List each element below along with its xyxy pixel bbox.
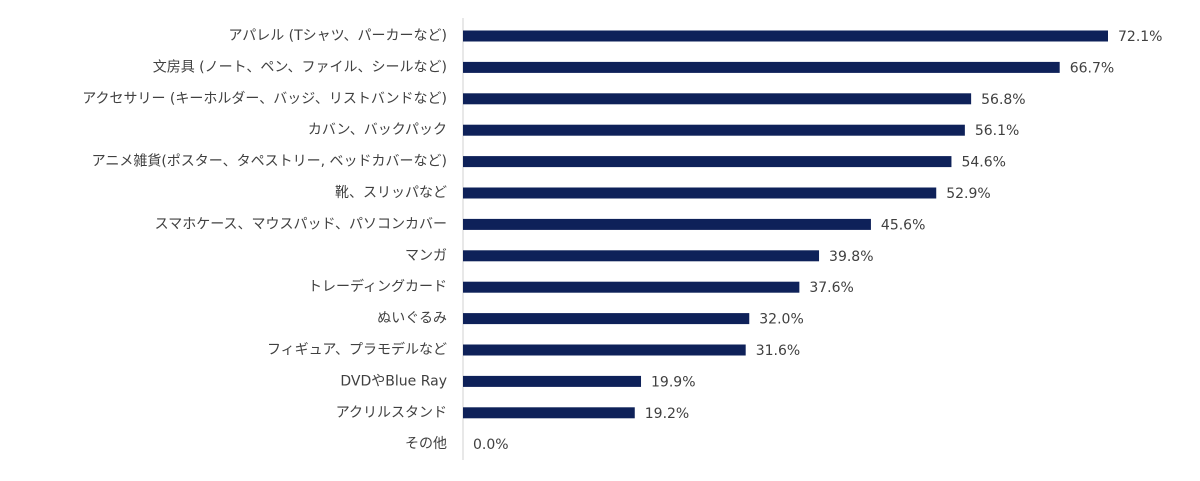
bar [463, 250, 820, 262]
category-label: ぬいぐるみ [377, 311, 447, 327]
category-label: トレーディングカード [308, 278, 447, 295]
bar [463, 407, 635, 419]
category-label: 文房具 (ノート、ペン、ファイル、シールなど) [153, 59, 447, 75]
value-label: 19.9% [651, 374, 695, 390]
bar [463, 93, 972, 105]
category-label: マンガ [405, 248, 447, 264]
value-label: 54.6% [961, 155, 1005, 171]
bar [463, 30, 1108, 42]
bar [463, 218, 871, 230]
bar [463, 61, 1060, 73]
value-label: 32.0% [759, 312, 803, 328]
value-label: 37.6% [809, 280, 853, 296]
value-label: 66.7% [1070, 60, 1114, 76]
category-label: アクセサリー (キーホルダー、バッジ、リストバンドなど) [82, 91, 447, 107]
bar [463, 313, 750, 325]
value-label: 56.1% [975, 123, 1019, 139]
category-label: カバン、バックパック [308, 122, 447, 138]
bar [463, 344, 746, 356]
category-label: 靴、スリッパなど [335, 185, 447, 201]
value-label: 45.6% [881, 217, 925, 233]
value-label: 52.9% [946, 186, 990, 202]
value-label: 56.8% [981, 92, 1025, 108]
bar [463, 156, 952, 168]
bar [463, 187, 937, 199]
category-label: アニメ雑貨(ポスター、タペストリー, ベッドカバーなど) [92, 153, 447, 170]
value-label: 31.6% [756, 343, 800, 359]
bar [463, 124, 965, 136]
bar [463, 281, 800, 293]
category-label: アクリルスタンド [336, 405, 447, 421]
value-label: 39.8% [829, 249, 873, 265]
value-label: 0.0% [473, 437, 509, 453]
category-label: その他 [405, 436, 447, 452]
value-label: 19.2% [645, 406, 689, 422]
category-label: フィギュア、プラモデルなど [267, 341, 447, 358]
category-label: スマホケース、マウスパッド、パソコンカバー [155, 216, 447, 232]
value-label: 72.1% [1118, 29, 1162, 45]
bar [463, 375, 642, 387]
category-label: DVDやBlue Ray [340, 373, 447, 389]
category-label: アパレル (Tシャツ、パーカーなど) [228, 28, 447, 44]
